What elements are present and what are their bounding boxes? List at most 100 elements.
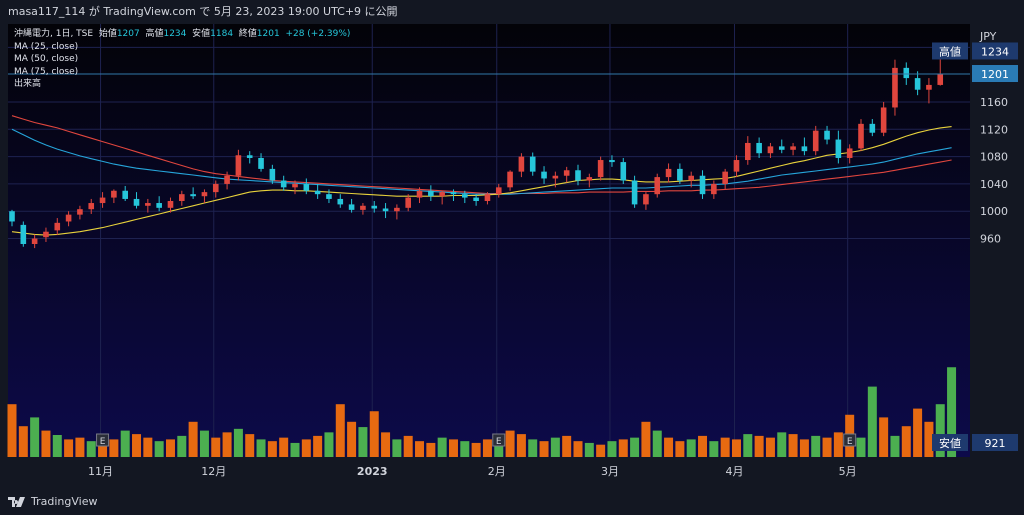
candle bbox=[541, 166, 547, 184]
volume-bar bbox=[584, 442, 594, 457]
volume-bar bbox=[516, 434, 526, 457]
legend-ma75[interactable]: MA (75, close) bbox=[14, 66, 79, 77]
price-axis-background bbox=[970, 24, 1024, 457]
candle-body bbox=[846, 148, 853, 158]
candle bbox=[790, 142, 796, 156]
candle bbox=[190, 187, 196, 199]
candle-body bbox=[529, 156, 536, 172]
low-label: 安値 bbox=[192, 29, 211, 39]
legend-ma50[interactable]: MA (50, close) bbox=[14, 54, 79, 64]
candle bbox=[111, 189, 117, 204]
volume-bar bbox=[947, 367, 957, 457]
candle-body bbox=[507, 171, 513, 188]
candle bbox=[529, 152, 536, 176]
candle-body bbox=[167, 200, 174, 208]
open-label: 始値 bbox=[98, 29, 117, 39]
candle bbox=[280, 175, 287, 191]
candle-body bbox=[31, 238, 38, 245]
candle bbox=[926, 78, 932, 104]
candle bbox=[235, 149, 242, 181]
candle-body bbox=[360, 205, 366, 210]
candle-body bbox=[269, 168, 276, 181]
volume-bar bbox=[879, 417, 889, 457]
candle-body bbox=[133, 198, 140, 206]
volume-bar bbox=[811, 435, 821, 457]
candle bbox=[65, 211, 72, 227]
candle-body bbox=[790, 146, 796, 150]
volume-bar bbox=[18, 426, 28, 457]
candle bbox=[869, 119, 876, 137]
candle bbox=[586, 173, 593, 188]
candle-body bbox=[348, 204, 355, 210]
candle-body bbox=[722, 171, 728, 184]
candle-body bbox=[665, 168, 672, 178]
volume-bar bbox=[30, 417, 40, 457]
candle-body bbox=[65, 214, 72, 222]
volume-bar bbox=[132, 434, 142, 457]
candle bbox=[484, 192, 491, 205]
candle bbox=[507, 170, 513, 191]
candle-body bbox=[303, 183, 310, 191]
candle bbox=[620, 157, 627, 184]
candle bbox=[314, 183, 321, 199]
candle-body bbox=[156, 203, 162, 208]
volume-bar bbox=[822, 437, 832, 457]
price-tags: 高値 1234 1201 安値 921 bbox=[8, 42, 1018, 451]
price-tick-label: 1040 bbox=[980, 178, 1008, 191]
candle-body bbox=[756, 142, 762, 154]
candle bbox=[699, 170, 706, 199]
candle bbox=[145, 198, 151, 213]
high-label: 高値 bbox=[145, 29, 164, 39]
volume-bar bbox=[618, 439, 628, 457]
candle bbox=[212, 180, 219, 198]
candle-body bbox=[394, 207, 400, 212]
candle bbox=[778, 139, 785, 154]
candle-body bbox=[280, 180, 287, 188]
candle-body bbox=[643, 194, 649, 205]
candle-body bbox=[541, 171, 547, 179]
candle bbox=[428, 185, 434, 201]
candle-body bbox=[428, 190, 434, 197]
candle bbox=[122, 185, 128, 201]
candle bbox=[43, 227, 49, 242]
volume-bar bbox=[935, 404, 945, 457]
candle-body bbox=[462, 194, 468, 198]
close-value: 1201 bbox=[256, 29, 280, 39]
low-tag-value-box bbox=[972, 434, 1018, 451]
candle-body bbox=[99, 197, 106, 204]
candle-body bbox=[450, 192, 457, 195]
candle-body bbox=[812, 130, 819, 152]
price-tick-label: 1160 bbox=[980, 96, 1008, 109]
tradingview-logo[interactable]: TradingView bbox=[8, 495, 97, 508]
last-price-tag-box bbox=[972, 65, 1018, 83]
candle bbox=[824, 125, 830, 145]
legend-ma25[interactable]: MA (25, close) bbox=[14, 41, 79, 52]
candle-body bbox=[484, 194, 491, 201]
volume-bar bbox=[901, 426, 911, 457]
candle-body bbox=[892, 67, 898, 108]
high-tag-label: 高値 bbox=[939, 44, 961, 58]
volume-bar bbox=[64, 439, 74, 457]
ma75-line bbox=[11, 115, 952, 195]
volume-bar bbox=[177, 435, 187, 457]
volume-bar bbox=[562, 435, 572, 457]
legend-symbol[interactable]: 沖縄電力, 1日, TSE bbox=[14, 29, 94, 39]
volume-bar bbox=[426, 442, 436, 457]
volume-bar bbox=[245, 434, 255, 457]
candle bbox=[258, 153, 264, 172]
candle bbox=[665, 163, 672, 183]
publisher-text: masa117_114 が TradingView.com で 5月 23, 2… bbox=[8, 5, 398, 18]
legend-volume[interactable]: 出来高 bbox=[14, 79, 42, 89]
candle bbox=[880, 102, 887, 137]
time-tick-label: 12月 bbox=[201, 465, 226, 478]
candle-body bbox=[858, 123, 864, 149]
price-chart[interactable]: 124011601120108010401000960JPY11月12月2023… bbox=[0, 24, 1024, 487]
candle bbox=[269, 164, 276, 184]
candle bbox=[767, 142, 774, 158]
candle bbox=[722, 168, 728, 190]
volume-bar bbox=[358, 427, 368, 457]
candle-body bbox=[258, 157, 264, 169]
volume-bar bbox=[165, 439, 175, 457]
moving-averages bbox=[11, 115, 952, 236]
candle bbox=[77, 205, 83, 220]
